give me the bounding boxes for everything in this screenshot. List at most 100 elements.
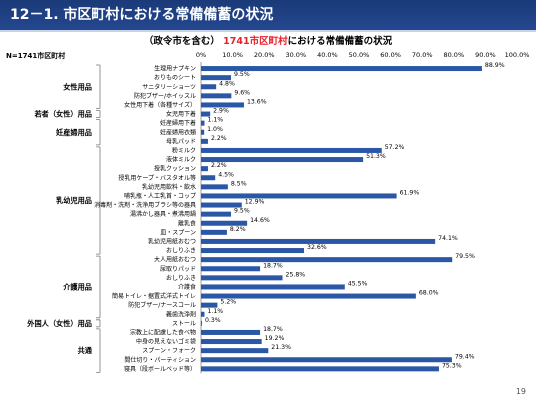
category-label: 授乳用ケープ・バスタオル等	[118, 174, 196, 182]
value-label: 12.9%	[245, 199, 265, 206]
category-label: スプーン・フォーク	[142, 348, 196, 355]
group-bracket	[96, 255, 101, 319]
value-label: 2.9%	[213, 108, 229, 115]
value-label: 1.0%	[207, 126, 223, 133]
header-divider	[0, 30, 536, 32]
value-label: 32.6%	[307, 244, 327, 251]
bar	[201, 129, 205, 135]
group-label: 共通	[78, 346, 93, 355]
category-label: 哺乳瓶・人工乳首・コップ	[124, 192, 196, 200]
group-bracket	[96, 64, 101, 109]
value-label: 51.3%	[366, 153, 386, 160]
value-label: 57.2%	[385, 144, 405, 151]
page-title: 12－1. 市区町村における常備備蓄の状況	[10, 7, 274, 23]
bar	[201, 348, 269, 354]
group-bracket	[96, 319, 101, 328]
x-tick-label: 80.0%	[443, 51, 464, 59]
category-label: 湯沸かし器具・煮沸用鍋	[130, 210, 196, 218]
value-label: 14.6%	[250, 217, 270, 224]
value-label: 1.1%	[207, 308, 223, 315]
x-tick-label: 70.0%	[412, 51, 433, 59]
group-label: 介護用品	[62, 282, 92, 291]
category-label: 液体ミルク	[166, 156, 196, 164]
bar	[201, 229, 227, 235]
group-bracket	[96, 119, 101, 146]
x-tick-label: 10.0%	[222, 51, 243, 59]
category-label: 妊産婦用下着	[160, 119, 196, 127]
bar	[201, 257, 453, 263]
category-label: 授乳クッション	[154, 165, 196, 173]
category-label: 簡易トイレ・据置式洋式トイレ	[112, 292, 196, 300]
x-tick-label: 100.0%	[505, 51, 530, 59]
category-label: サニタリーショーツ	[142, 83, 196, 91]
group-bracket	[96, 328, 101, 373]
bar	[201, 266, 261, 272]
group-label: 若者（女性）用品	[34, 110, 92, 119]
bar	[201, 366, 439, 372]
bar	[201, 193, 397, 199]
x-tick-label: 60.0%	[380, 51, 401, 59]
value-label: 4.8%	[219, 80, 235, 87]
value-label: 18.7%	[263, 326, 283, 333]
value-label: 4.5%	[218, 171, 234, 178]
bar	[201, 166, 208, 172]
category-label: 粉ミルク	[172, 146, 196, 154]
category-label: 皿・スプーン	[160, 229, 196, 236]
category-label: 中身の見えないゴミ袋	[136, 338, 196, 346]
value-label: 88.9%	[485, 62, 505, 69]
category-label: おしりふき	[166, 275, 196, 282]
bar	[201, 147, 382, 153]
bar	[201, 248, 305, 254]
group-label: 妊産婦用品	[56, 128, 92, 137]
category-label: 防犯ブザー/ホイッスル	[134, 92, 196, 100]
value-label: 45.5%	[348, 280, 368, 287]
chart-title-highlight: 1741市区町村	[223, 36, 288, 47]
category-label: 生理用ナプキン	[154, 65, 196, 73]
bar	[201, 275, 283, 281]
category-label: 尿取りパッド	[160, 266, 196, 273]
bar	[201, 293, 416, 299]
x-tick-label: 50.0%	[349, 51, 370, 59]
bar	[201, 93, 232, 99]
x-tick-label: 90.0%	[475, 51, 496, 59]
bar	[201, 175, 216, 181]
category-label: おしりふき	[166, 248, 196, 255]
chart-title-prefix: （政令市を含む）	[143, 36, 220, 47]
group-bracket	[96, 110, 101, 118]
group-label: 外国人（女性）用品	[26, 319, 92, 328]
bar	[201, 211, 232, 217]
bar	[201, 329, 261, 335]
bar	[201, 66, 482, 72]
category-label: 義歯洗浄剤	[166, 310, 196, 318]
value-label: 9.6%	[234, 89, 250, 96]
value-label: 79.4%	[455, 353, 475, 360]
category-label: 乳幼児用紙おむつ	[148, 237, 196, 245]
value-label: 25.8%	[286, 271, 306, 278]
x-tick-label: 40.0%	[317, 51, 338, 59]
value-label: 61.9%	[400, 189, 420, 196]
value-label: 2.2%	[211, 135, 227, 142]
category-label: 乳幼児用飲料・飲水	[142, 183, 196, 191]
category-label: おりものシート	[154, 75, 196, 82]
bar	[201, 84, 217, 90]
category-label: 妊産婦用衣類	[160, 128, 196, 136]
bar	[201, 311, 205, 317]
category-label: 防犯ブザー/ナースコール	[128, 301, 196, 309]
x-tick-label: 30.0%	[285, 51, 306, 59]
page-number: 19	[515, 387, 526, 396]
bar	[201, 102, 244, 108]
value-label: 0.3%	[205, 317, 221, 324]
value-label: 18.7%	[263, 262, 283, 269]
bar	[201, 357, 452, 363]
bar	[201, 284, 345, 290]
value-label: 9.5%	[234, 208, 250, 215]
bar	[201, 138, 208, 144]
value-label: 19.2%	[265, 335, 285, 342]
sample-size-label: N=1741市区町村	[6, 52, 66, 60]
value-label: 74.1%	[438, 235, 458, 242]
value-label: 1.1%	[207, 117, 223, 124]
category-label: 女性用下着（各種サイズ）	[124, 101, 196, 109]
category-label: 女児用下着	[166, 110, 196, 118]
bar	[201, 220, 248, 226]
